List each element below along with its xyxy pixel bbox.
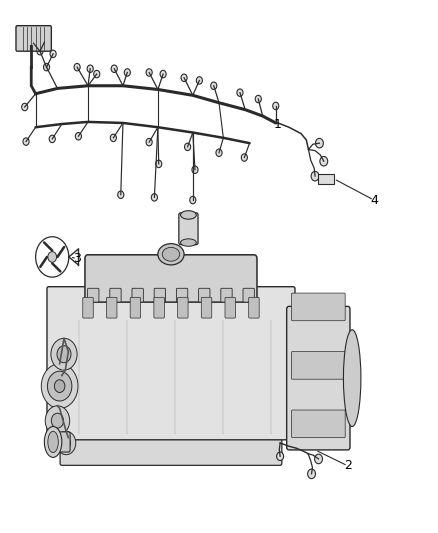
FancyBboxPatch shape [291,410,345,438]
Circle shape [255,95,261,103]
FancyBboxPatch shape [130,297,141,318]
Circle shape [196,77,202,84]
FancyBboxPatch shape [154,297,164,318]
FancyBboxPatch shape [177,297,188,318]
Circle shape [111,65,117,72]
Circle shape [57,431,76,455]
Text: 4: 4 [370,193,378,207]
Ellipse shape [48,431,58,453]
Circle shape [155,160,162,167]
Circle shape [57,346,71,363]
Bar [318,174,334,184]
Circle shape [277,452,284,461]
FancyBboxPatch shape [249,297,259,318]
Circle shape [315,139,323,148]
FancyBboxPatch shape [106,297,117,318]
Circle shape [37,47,43,55]
Ellipse shape [180,239,196,246]
Ellipse shape [180,211,196,219]
Circle shape [45,406,70,435]
FancyBboxPatch shape [243,288,254,302]
Circle shape [311,171,319,181]
Ellipse shape [158,244,184,265]
Circle shape [41,364,78,408]
Circle shape [43,63,49,71]
Circle shape [51,338,77,370]
Circle shape [237,89,243,96]
Circle shape [21,103,28,111]
Circle shape [181,74,187,82]
Circle shape [51,413,64,428]
FancyBboxPatch shape [132,288,143,302]
Circle shape [124,69,131,76]
FancyBboxPatch shape [221,288,232,302]
Circle shape [211,82,217,90]
FancyBboxPatch shape [198,288,210,302]
Circle shape [192,166,198,173]
Circle shape [118,191,124,198]
Circle shape [50,50,56,58]
Circle shape [146,139,152,146]
Circle shape [47,371,72,401]
FancyBboxPatch shape [110,288,121,302]
FancyBboxPatch shape [177,288,188,302]
Circle shape [216,149,222,157]
Circle shape [30,39,36,47]
FancyBboxPatch shape [225,297,236,318]
Text: 3: 3 [73,252,81,265]
Circle shape [62,438,71,448]
FancyBboxPatch shape [47,432,70,452]
FancyBboxPatch shape [16,26,51,51]
Circle shape [41,38,47,46]
Circle shape [35,237,69,277]
Circle shape [74,63,80,71]
Circle shape [54,379,65,392]
FancyBboxPatch shape [88,288,99,302]
Circle shape [49,135,55,143]
Ellipse shape [343,330,361,426]
Text: 1: 1 [274,118,282,131]
Circle shape [241,154,247,161]
FancyBboxPatch shape [83,297,93,318]
Circle shape [146,69,152,76]
Circle shape [87,65,93,72]
Ellipse shape [44,426,62,457]
FancyBboxPatch shape [60,432,282,465]
FancyBboxPatch shape [47,287,295,440]
Circle shape [23,138,29,146]
Circle shape [314,454,322,464]
Circle shape [48,252,57,262]
FancyBboxPatch shape [85,255,257,302]
FancyBboxPatch shape [291,293,345,321]
FancyBboxPatch shape [291,352,345,379]
FancyBboxPatch shape [154,288,166,302]
FancyBboxPatch shape [201,297,212,318]
Circle shape [75,133,81,140]
FancyBboxPatch shape [287,306,350,450]
Text: 2: 2 [344,459,352,472]
Circle shape [320,157,328,166]
Circle shape [307,469,315,479]
Circle shape [94,70,100,78]
Circle shape [151,193,157,201]
Circle shape [110,134,117,142]
Circle shape [184,143,191,151]
Circle shape [190,196,196,204]
Ellipse shape [162,247,180,261]
Circle shape [160,70,166,78]
FancyBboxPatch shape [179,213,198,245]
Circle shape [273,102,279,110]
